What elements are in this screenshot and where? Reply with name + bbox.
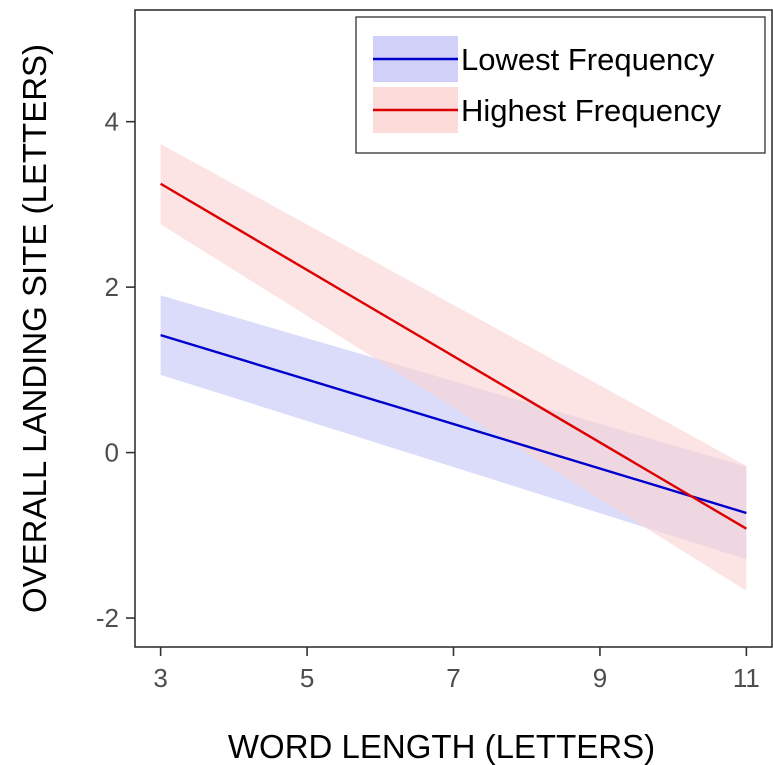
series-line-highest-frequency <box>160 182 747 530</box>
confidence-bands <box>160 144 747 591</box>
series-lines <box>160 182 747 530</box>
y-tick-label: 4 <box>105 107 119 137</box>
x-tick-label: 5 <box>300 663 314 693</box>
x-tick-label: 7 <box>446 663 460 693</box>
y-axis-title: OVERALL LANDING SITE (LETTERS) <box>16 44 53 613</box>
x-tick-label: 9 <box>593 663 607 693</box>
y-axis: -2 0 2 4 <box>96 107 135 633</box>
legend-label-highest-frequency: Highest Frequency <box>461 93 722 128</box>
confidence-band-highest-frequency <box>160 144 747 591</box>
y-tick-label: 2 <box>105 272 119 302</box>
series-line-lowest-frequency <box>160 333 747 515</box>
y-tick-label: -2 <box>96 603 119 633</box>
legend-label-lowest-frequency: Lowest Frequency <box>461 42 715 77</box>
x-tick-label: 3 <box>153 663 167 693</box>
x-axis: 3 5 7 9 11 <box>153 647 760 693</box>
x-tick-label: 11 <box>733 663 760 693</box>
legend: Lowest Frequency Highest Frequency <box>355 16 766 154</box>
y-tick-label: 0 <box>105 438 119 468</box>
x-axis-title: WORD LENGTH (LETTERS) <box>228 728 655 765</box>
